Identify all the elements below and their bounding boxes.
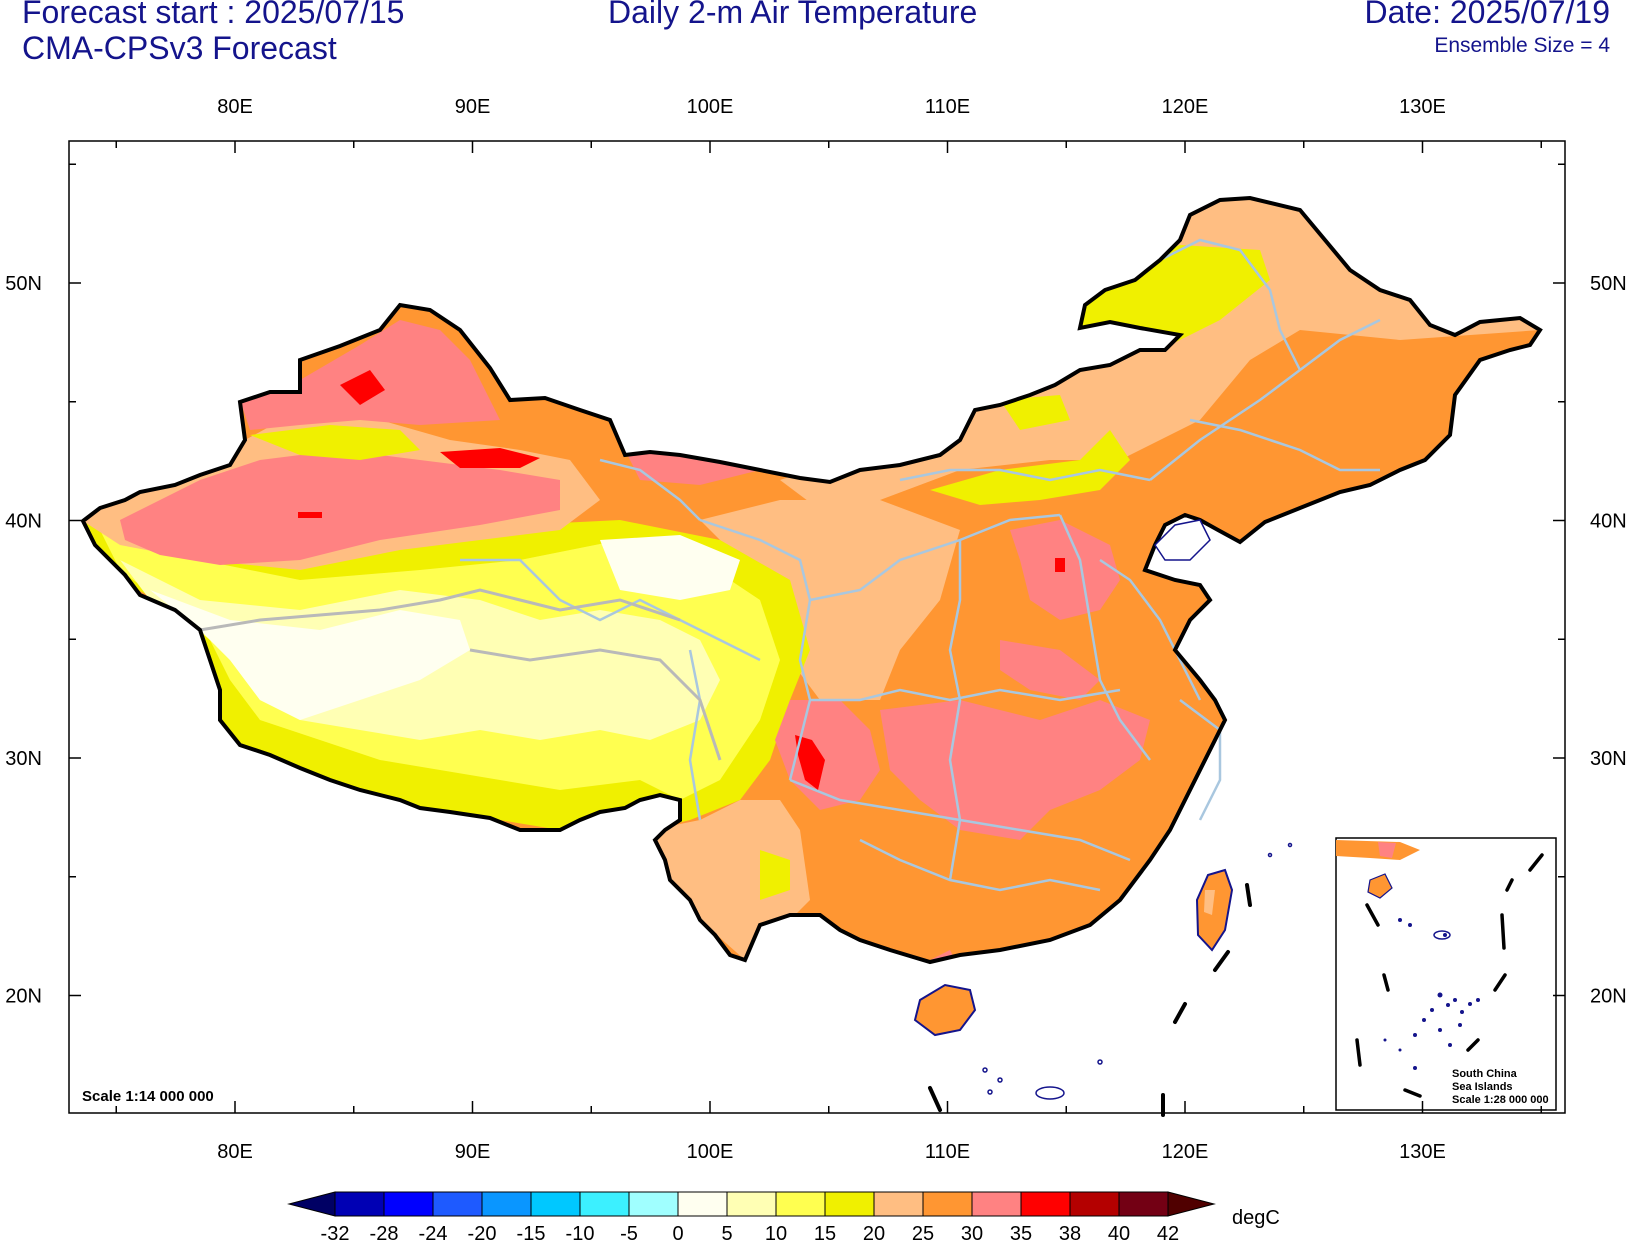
colorbar-tick-label: -10 (566, 1223, 595, 1241)
colorbar-tick-label: 38 (1059, 1223, 1081, 1241)
nine-dash-line (928, 883, 1252, 1117)
colorbar-box (628, 1191, 679, 1217)
taiwan-light (1204, 890, 1215, 915)
bohai-sea (1154, 519, 1211, 561)
colorbar-box (334, 1191, 385, 1217)
colorbar-box (579, 1191, 630, 1217)
lon-label-top: 80E (217, 96, 253, 118)
scattered-islands (982, 842, 1293, 1100)
model-name-label: CMA-CPSv3 Forecast (22, 30, 337, 66)
chart-title: Daily 2-m Air Temperature (608, 0, 978, 30)
colorbar-box (824, 1191, 875, 1217)
valid-date-label: Date: 2025/07/19 (1364, 0, 1610, 30)
colorbar-tick-label: 35 (1010, 1223, 1032, 1241)
lon-label-top: 100E (687, 96, 734, 118)
lon-label-top: 90E (455, 96, 491, 118)
colorbar-tick-label: 30 (961, 1223, 983, 1241)
colorbar-tick-label: -28 (370, 1223, 399, 1241)
colorbar-tick-label: 25 (912, 1223, 934, 1241)
colorbar-tick-label: -24 (419, 1223, 448, 1241)
lat-label-left: 20N (5, 986, 42, 1008)
colorbar-box (1118, 1191, 1169, 1217)
lat-label-left: 40N (5, 511, 42, 533)
colorbar-tick-label: 40 (1108, 1223, 1130, 1241)
inset-scale-label: Scale 1:28 000 000 (1452, 1094, 1549, 1106)
inset-label-2: Sea Islands (1452, 1081, 1513, 1093)
lon-label-top: 110E (925, 96, 970, 118)
colorbar-box (677, 1191, 728, 1217)
colorbar-box (481, 1191, 532, 1217)
colorbar-box (1069, 1191, 1120, 1217)
hainan-island (913, 983, 977, 1037)
colorbar-box (922, 1191, 973, 1217)
colorbar-tick-label: 42 (1157, 1223, 1179, 1241)
colorbar-tick-label: -5 (620, 1223, 638, 1241)
colorbar-over-triangle (1167, 1191, 1216, 1217)
colorbar-box (873, 1191, 924, 1217)
lat-label-right: 20N (1590, 986, 1627, 1008)
plateau-boundary-line-2 (469, 648, 722, 761)
lat-label-right: 40N (1590, 511, 1627, 533)
lat-label-right: 50N (1590, 273, 1627, 295)
lon-label-top: 130E (1399, 96, 1446, 118)
colorbar-tick-label: 20 (863, 1223, 885, 1241)
inset-map: South China Sea Islands Scale 1:28 000 0… (1335, 837, 1557, 1111)
lon-label-bottom: 120E (1162, 1141, 1209, 1163)
colorbar-tick-label: -32 (321, 1223, 350, 1241)
lat-label-right: 30N (1590, 748, 1627, 770)
lon-label-bottom: 80E (217, 1141, 253, 1163)
lat-label-left: 50N (5, 273, 42, 295)
plateau-boundary-line (199, 588, 681, 632)
colorbar-tick-label: 15 (814, 1223, 836, 1241)
lon-label-bottom: 130E (1399, 1141, 1446, 1163)
colorbar-tick-label: 5 (721, 1223, 732, 1241)
ensemble-size-label: Ensemble Size = 4 (1434, 34, 1610, 57)
colorbar-box (530, 1191, 581, 1217)
map-scale-label: Scale 1:14 000 000 (82, 1088, 214, 1105)
colorbar-tick-label: -20 (468, 1223, 497, 1241)
colorbar-tick-label: 0 (672, 1223, 683, 1241)
colorbar-box (775, 1191, 826, 1217)
axis-ticks (69, 141, 1565, 1113)
lon-label-bottom: 90E (455, 1141, 491, 1163)
colorbar-box (383, 1191, 434, 1217)
colorbar-tick-label: 10 (765, 1223, 787, 1241)
colorbar-unit-label: degC (1232, 1207, 1280, 1229)
lon-label-top: 120E (1162, 96, 1209, 118)
colorbar-box (1020, 1191, 1071, 1217)
province-borders (460, 238, 1381, 892)
colorbar-box (432, 1191, 483, 1217)
colorbar-box (726, 1191, 777, 1217)
colorbar-under-triangle (287, 1191, 336, 1217)
forecast-start-label: Forecast start : 2025/07/15 (22, 0, 405, 30)
colorbar: -32 -28 -24 -20 -15 -10 -5 0 5 10 15 20 25 30 35 38 40 42 (287, 1191, 1216, 1241)
lon-label-bottom: 110E (925, 1141, 970, 1163)
colorbar-box (971, 1191, 1022, 1217)
colorbar-tick-label: -15 (517, 1223, 546, 1241)
lat-label-left: 30N (5, 748, 42, 770)
lon-label-bottom: 100E (687, 1141, 734, 1163)
inset-label-1: South China (1452, 1068, 1518, 1080)
axis-labels: 80E 80E 90E 90E 100E 100E 110E 110E 120E 120E 130E… (5, 96, 1626, 1163)
